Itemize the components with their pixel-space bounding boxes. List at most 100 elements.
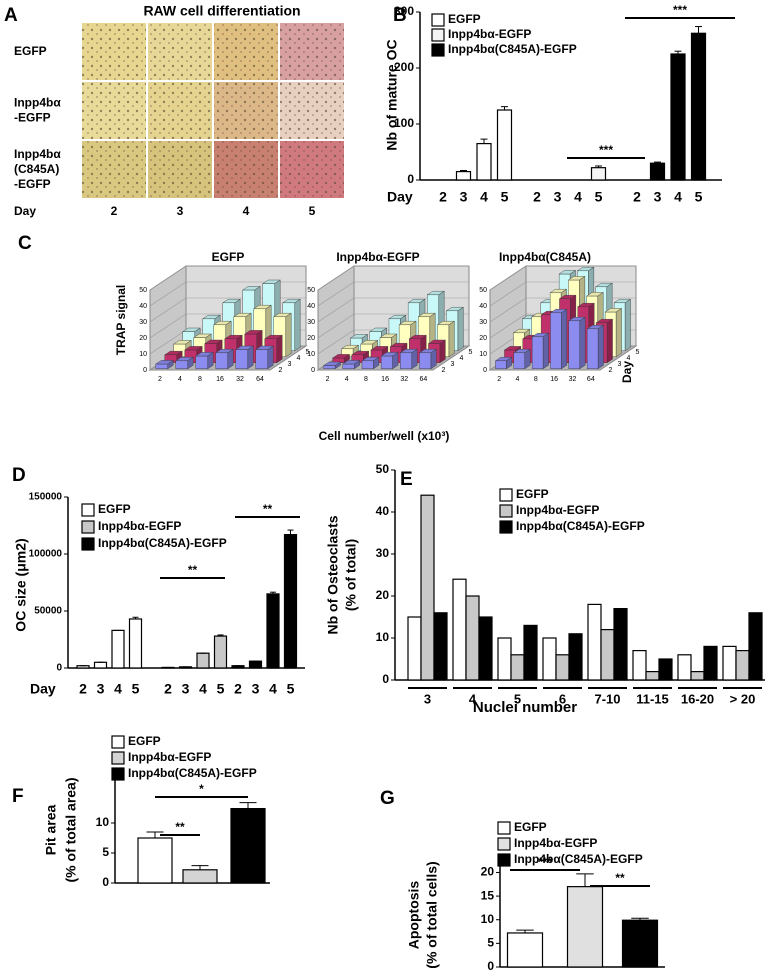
significance-label: * xyxy=(199,782,204,796)
x-tick-label: 3 xyxy=(182,681,190,697)
bar xyxy=(111,629,125,669)
micrograph-texture xyxy=(82,141,146,198)
bar xyxy=(613,607,628,681)
bar-front xyxy=(361,360,374,369)
micrograph-texture xyxy=(280,82,344,139)
micrograph-texture xyxy=(214,23,278,80)
grid-line xyxy=(149,265,306,291)
bar xyxy=(523,624,538,681)
y-tick-label: 150000 xyxy=(29,492,63,503)
row-label: -EGFP xyxy=(14,111,51,125)
bar xyxy=(621,919,659,968)
legend-label: Inpp4bα(C845A)-EGFP xyxy=(128,766,257,780)
significance-label: ** xyxy=(615,871,625,885)
legend-swatch xyxy=(499,520,513,534)
y-axis-label: Pit area xyxy=(43,804,59,855)
x-tick-label: 64 xyxy=(256,376,264,383)
bar-3d xyxy=(380,352,399,370)
bar-front xyxy=(195,355,209,370)
bar xyxy=(568,633,583,681)
row-label: EGFP xyxy=(14,44,47,58)
error-bar xyxy=(595,165,602,168)
x-tick-label: > 20 xyxy=(730,691,756,706)
chart-title: Inpp4bα(C845A) xyxy=(499,250,591,264)
bar-front xyxy=(215,352,229,369)
grid-line xyxy=(489,281,636,307)
x-tick-label: 4 xyxy=(674,189,682,205)
x-tick-label: 2 xyxy=(439,189,447,205)
depth-tick-label: 3 xyxy=(288,361,292,368)
x-tick-label: 3 xyxy=(460,189,468,205)
x-tick-label: 2 xyxy=(633,189,641,205)
y-axis-label: (% of total) xyxy=(343,539,359,611)
y-axis-label: OC size (μm2) xyxy=(13,538,29,631)
bar-3d xyxy=(322,361,342,370)
bar-side xyxy=(187,356,194,370)
y-tick-label: 0 xyxy=(382,672,389,686)
error-bar xyxy=(239,802,257,809)
y-tick-label: 50 xyxy=(479,287,487,294)
bar-3d xyxy=(549,308,568,370)
error-bar xyxy=(460,169,467,172)
panel-letter: B xyxy=(393,5,407,26)
bar xyxy=(690,670,705,681)
bar-3d xyxy=(494,356,513,370)
y-tick-label: 50000 xyxy=(34,606,62,617)
bar xyxy=(632,649,647,681)
x-tick-label: 16 xyxy=(550,376,558,383)
y-tick-label: 15 xyxy=(481,888,495,902)
x-tick-label: 6 xyxy=(559,691,566,706)
bar-3d xyxy=(418,348,438,370)
x-axis-label: Day xyxy=(14,204,36,218)
legend-swatch xyxy=(497,821,511,835)
x-tick-label: 3 xyxy=(177,204,184,218)
y-tick-label: 30 xyxy=(479,319,487,326)
y-tick-label: 50 xyxy=(139,287,147,294)
x-tick-label: 7-10 xyxy=(594,691,620,706)
y-tick-label: 0 xyxy=(483,367,487,374)
panel-letter: A xyxy=(4,5,18,26)
bar xyxy=(182,869,218,884)
legend-label: Inpp4bα-EGFP xyxy=(514,836,597,850)
error-bar xyxy=(217,634,224,637)
bar-3d xyxy=(361,356,380,370)
error-bar xyxy=(287,529,294,535)
y-tick-label: 0 xyxy=(311,367,315,374)
micrograph-texture xyxy=(82,23,146,80)
x-tick-label: 8 xyxy=(364,376,368,383)
legend-swatch xyxy=(111,767,125,781)
bar-front xyxy=(531,336,544,369)
micrograph-texture xyxy=(214,82,278,139)
bar-side xyxy=(207,352,214,370)
bar-side xyxy=(430,348,437,370)
chart-title: Inpp4bα-EGFP xyxy=(336,250,419,264)
x-tick-label: 32 xyxy=(236,376,244,383)
bar-side xyxy=(439,339,446,364)
bar-3d xyxy=(568,316,586,370)
x-tick-label: 4 xyxy=(178,376,182,383)
bar-side xyxy=(267,345,274,370)
legend-label: EGFP xyxy=(448,12,481,26)
depth-tick-label: 2 xyxy=(609,367,613,374)
bar xyxy=(478,616,493,681)
y-axis-label: (% of total area) xyxy=(63,777,79,882)
legend-swatch xyxy=(111,735,125,749)
panel-letter: F xyxy=(12,786,24,807)
x-tick-label: 2 xyxy=(234,681,242,697)
row-label: Inpp4bα xyxy=(14,147,61,161)
y-tick-label: 5 xyxy=(102,845,109,859)
bar-front xyxy=(586,328,599,369)
bar xyxy=(465,595,480,681)
x-tick-label: 2 xyxy=(158,376,162,383)
y-tick-label: 10 xyxy=(96,815,110,829)
legend-swatch xyxy=(431,43,445,57)
error-bar xyxy=(516,929,534,933)
x-tick-label: 5 xyxy=(132,681,140,697)
y-tick-label: 0 xyxy=(102,875,109,889)
row-label: (C845A) xyxy=(14,162,59,176)
legend-swatch xyxy=(81,520,95,534)
bar-front xyxy=(400,352,412,369)
bar-3d xyxy=(215,348,234,370)
bar xyxy=(248,660,263,669)
y-axis-label: Nb of mature OC xyxy=(384,39,400,150)
